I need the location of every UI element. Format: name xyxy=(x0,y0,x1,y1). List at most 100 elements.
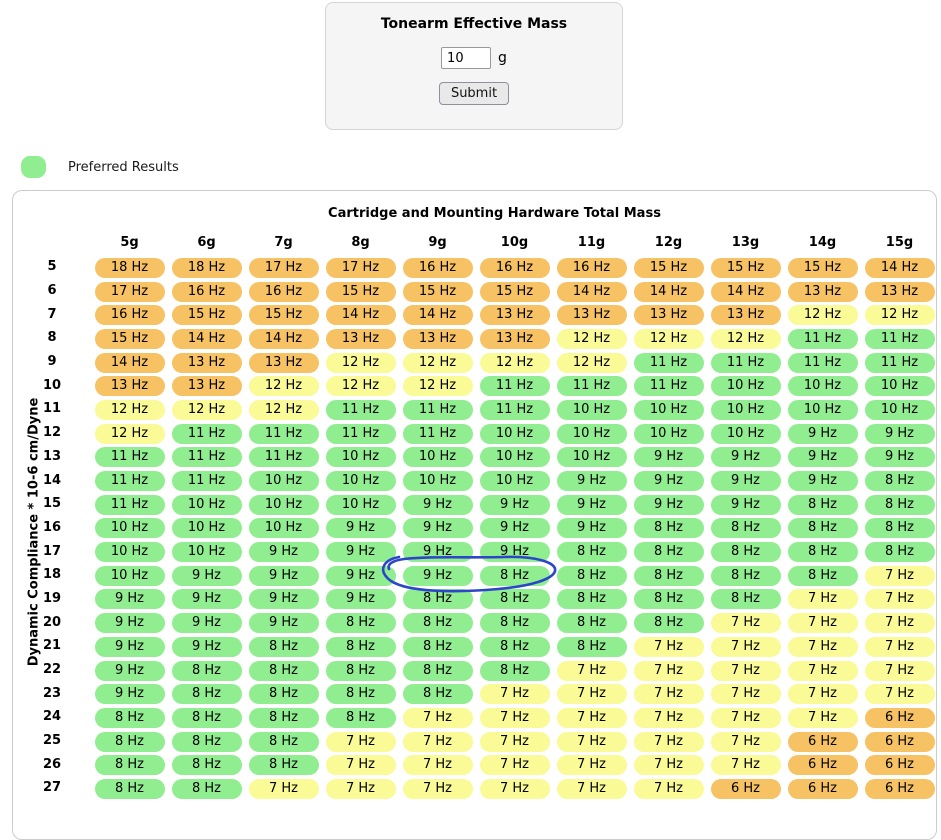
freq-cell: 14 Hz xyxy=(325,305,396,326)
freq-cell: 10 Hz xyxy=(325,447,396,468)
row-compliance-label: 15 xyxy=(42,496,62,512)
freq-cell: 9 Hz xyxy=(787,471,858,492)
table-row: 23 9 Hz 8 Hz 8 Hz 8 Hz 8 Hz 7 Hz 7 Hz 7 Hz 7 Hz 7 … xyxy=(13,681,938,705)
freq-cell: 11 Hz xyxy=(633,352,704,373)
freq-cell: 7 Hz xyxy=(787,684,858,705)
freq-cell: 17 Hz xyxy=(94,281,165,302)
row-compliance-label: 19 xyxy=(42,590,62,606)
freq-cell: 8 Hz xyxy=(171,778,242,799)
freq-cell: 8 Hz xyxy=(787,518,858,539)
freq-cell: 10 Hz xyxy=(171,518,242,539)
freq-cell: 7 Hz xyxy=(556,731,627,752)
freq-cell: 9 Hz xyxy=(787,447,858,468)
freq-cell: 7 Hz xyxy=(556,778,627,799)
row-compliance-label: 13 xyxy=(42,448,62,464)
freq-cell: 16 Hz xyxy=(94,305,165,326)
table-row: 11 12 Hz 12 Hz 12 Hz 11 Hz 11 Hz 11 Hz 10 Hz 10 … xyxy=(13,397,938,421)
freq-cell: 15 Hz xyxy=(248,305,319,326)
legend: Preferred Results xyxy=(21,156,179,178)
freq-cell: 13 Hz xyxy=(479,328,550,349)
freq-cell: 11 Hz xyxy=(710,352,781,373)
freq-cell: 7 Hz xyxy=(479,684,550,705)
freq-cell: 10 Hz xyxy=(171,494,242,515)
freq-cell: 8 Hz xyxy=(325,660,396,681)
freq-cell: 8 Hz xyxy=(710,589,781,610)
col-mass-header: 15g xyxy=(885,234,914,250)
submit-button[interactable]: Submit xyxy=(438,82,510,105)
freq-cell: 14 Hz xyxy=(94,352,165,373)
row-compliance-label: 12 xyxy=(42,425,62,441)
freq-cell: 10 Hz xyxy=(248,471,319,492)
freq-cell: 9 Hz xyxy=(556,494,627,515)
freq-cell: 9 Hz xyxy=(171,565,242,586)
freq-cell: 8 Hz xyxy=(94,778,165,799)
freq-cell: 9 Hz xyxy=(248,542,319,563)
freq-cell: 8 Hz xyxy=(864,471,935,492)
freq-cell: 13 Hz xyxy=(633,305,704,326)
freq-cell: 7 Hz xyxy=(864,613,935,634)
freq-cell: 11 Hz xyxy=(94,447,165,468)
freq-cell: 18 Hz xyxy=(171,257,242,278)
freq-cell: 12 Hz xyxy=(556,328,627,349)
freq-cell: 7 Hz xyxy=(556,755,627,776)
freq-cell: 7 Hz xyxy=(710,755,781,776)
freq-cell: 6 Hz xyxy=(864,707,935,728)
freq-cell: 12 Hz xyxy=(633,328,704,349)
freq-cell: 9 Hz xyxy=(633,471,704,492)
row-compliance-label: 26 xyxy=(42,756,62,772)
freq-cell: 7 Hz xyxy=(248,778,319,799)
row-compliance-label: 7 xyxy=(47,306,57,322)
freq-cell: 12 Hz xyxy=(710,328,781,349)
freq-cell: 10 Hz xyxy=(710,376,781,397)
freq-cell: 10 Hz xyxy=(556,423,627,444)
freq-cell: 16 Hz xyxy=(402,257,473,278)
table-row: 5 18 Hz 18 Hz 17 Hz 17 Hz 16 Hz 16 Hz 16 Hz 15 H… xyxy=(13,255,938,279)
freq-cell: 9 Hz xyxy=(94,660,165,681)
freq-cell: 9 Hz xyxy=(94,589,165,610)
freq-cell: 8 Hz xyxy=(94,731,165,752)
col-mass-header: 12g xyxy=(654,234,683,250)
freq-cell: 7 Hz xyxy=(633,636,704,657)
freq-cell: 13 Hz xyxy=(171,376,242,397)
freq-cell: 15 Hz xyxy=(633,257,704,278)
freq-cell: 13 Hz xyxy=(94,376,165,397)
table-row: 17 10 Hz 10 Hz 9 Hz 9 Hz 9 Hz 9 Hz 8 Hz 8 Hz 8 Hz… xyxy=(13,539,938,563)
tonearm-mass-input[interactable] xyxy=(441,47,492,69)
row-compliance-label: 23 xyxy=(42,685,62,701)
freq-cell: 9 Hz xyxy=(710,471,781,492)
freq-cell: 7 Hz xyxy=(633,755,704,776)
table-row: 9 14 Hz 13 Hz 13 Hz 12 Hz 12 Hz 12 Hz 12 Hz 11 H… xyxy=(13,350,938,374)
row-compliance-label: 6 xyxy=(47,283,57,299)
row-compliance-label: 27 xyxy=(42,780,62,796)
freq-cell: 13 Hz xyxy=(864,281,935,302)
freq-cell: 18 Hz xyxy=(94,257,165,278)
table-row: 10 13 Hz 13 Hz 12 Hz 12 Hz 12 Hz 11 Hz 11 Hz 11 … xyxy=(13,373,938,397)
freq-cell: 7 Hz xyxy=(787,707,858,728)
freq-cell: 6 Hz xyxy=(864,731,935,752)
freq-cell: 7 Hz xyxy=(325,731,396,752)
freq-cell: 12 Hz xyxy=(94,399,165,420)
freq-cell: 7 Hz xyxy=(556,707,627,728)
col-mass-header: 7g xyxy=(274,234,293,250)
freq-cell: 8 Hz xyxy=(171,660,242,681)
table-row: 26 8 Hz 8 Hz 8 Hz 7 Hz 7 Hz 7 Hz 7 Hz 7 Hz 7 Hz 6 … xyxy=(13,752,938,776)
freq-cell: 7 Hz xyxy=(864,660,935,681)
freq-cell: 8 Hz xyxy=(171,731,242,752)
freq-cell: 7 Hz xyxy=(710,731,781,752)
freq-cell: 9 Hz xyxy=(402,518,473,539)
table-title: Cartridge and Mounting Hardware Total Ma… xyxy=(328,206,661,221)
table-row: 15 11 Hz 10 Hz 10 Hz 10 Hz 9 Hz 9 Hz 9 Hz 9 Hz 9 … xyxy=(13,492,938,516)
freq-cell: 17 Hz xyxy=(248,257,319,278)
freq-cell: 10 Hz xyxy=(787,399,858,420)
table-row: 27 8 Hz 8 Hz 7 Hz 7 Hz 7 Hz 7 Hz 7 Hz 7 Hz 6 Hz 6 … xyxy=(13,776,938,800)
freq-cell: 10 Hz xyxy=(402,471,473,492)
freq-cell: 8 Hz xyxy=(248,731,319,752)
freq-cell: 16 Hz xyxy=(556,257,627,278)
freq-cell: 9 Hz xyxy=(787,423,858,444)
freq-cell: 8 Hz xyxy=(248,684,319,705)
freq-cell: 7 Hz xyxy=(633,684,704,705)
freq-cell: 9 Hz xyxy=(94,684,165,705)
freq-cell: 11 Hz xyxy=(787,328,858,349)
freq-cell: 9 Hz xyxy=(402,494,473,515)
freq-cell: 9 Hz xyxy=(556,471,627,492)
